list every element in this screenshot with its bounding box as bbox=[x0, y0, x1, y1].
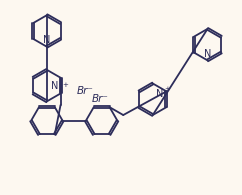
Text: N: N bbox=[43, 35, 51, 45]
Text: Br⁻: Br⁻ bbox=[76, 86, 93, 96]
Text: N: N bbox=[204, 49, 211, 59]
Text: +: + bbox=[165, 86, 170, 92]
Text: N: N bbox=[156, 89, 163, 99]
Text: N: N bbox=[51, 81, 59, 91]
Text: Br⁻: Br⁻ bbox=[92, 94, 109, 104]
Text: +: + bbox=[62, 82, 68, 88]
